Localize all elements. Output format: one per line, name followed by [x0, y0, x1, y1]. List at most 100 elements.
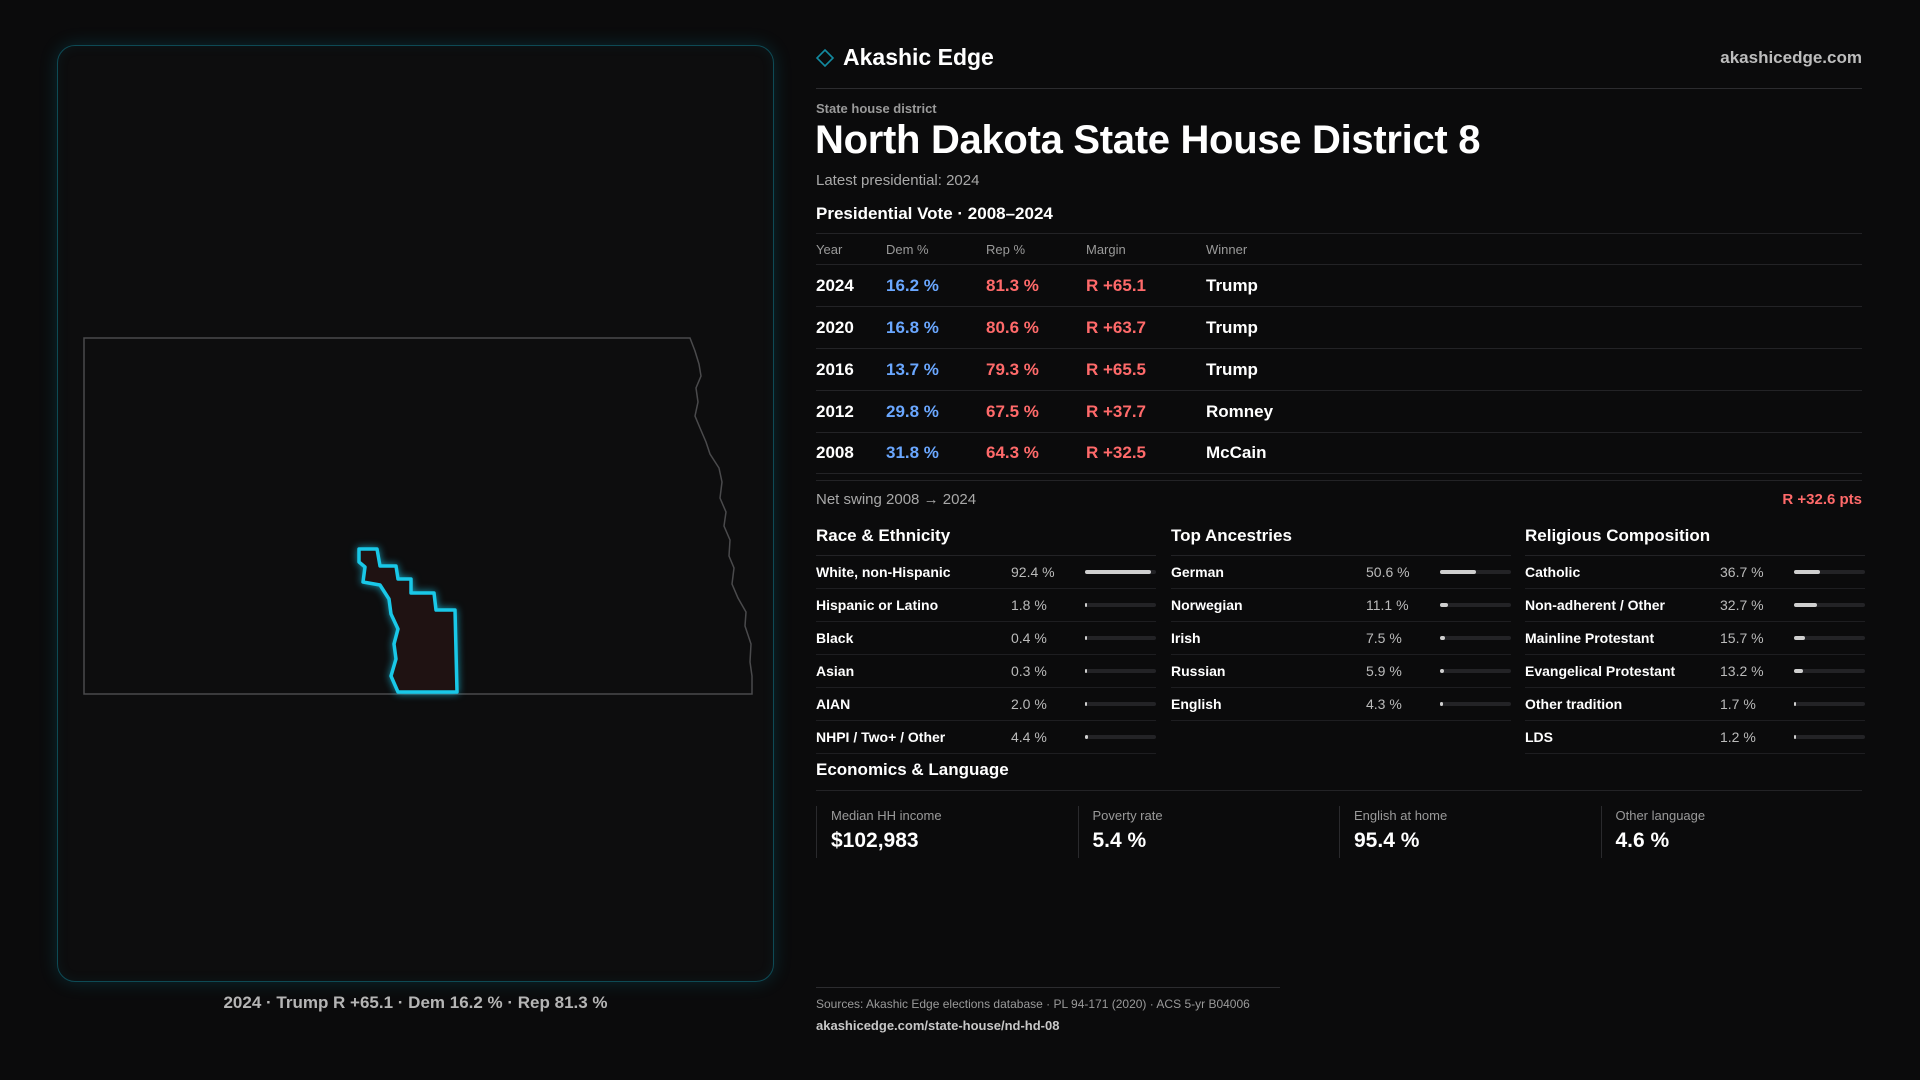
row-year: 2016: [816, 359, 854, 379]
row-dem: 13.7 %: [886, 359, 939, 379]
item-bar-fill: [1085, 636, 1087, 640]
row-year: 2024: [816, 275, 854, 295]
permalink[interactable]: akashicedge.com/state-house/nd-hd-08: [816, 1018, 1060, 1033]
row-year: 2020: [816, 317, 854, 337]
item-bar-fill: [1085, 669, 1087, 673]
item-bar-track: [1794, 735, 1865, 739]
header-winner: Winner: [1206, 241, 1248, 257]
item-bar-track: [1085, 636, 1156, 640]
item-value: 32.7 %: [1720, 597, 1764, 613]
race-section-title: Race & Ethnicity: [816, 526, 951, 545]
economics-section-title: Economics & Language: [816, 760, 1009, 779]
table-row: 2024 16.2 % 81.3 % R +65.1 Trump: [816, 264, 1862, 306]
religion-section: Religious Composition Catholic 36.7 % Non-…: [1525, 521, 1865, 754]
stat-poverty-rate: Poverty rate 5.4 %: [1077, 806, 1340, 858]
list-item: German 50.6 %: [1171, 556, 1511, 589]
item-bar-fill: [1440, 636, 1446, 640]
stat-value: $102,983: [831, 829, 919, 852]
map-caption: 2024 · Trump R +65.1 · Dem 16.2 % · Rep …: [223, 993, 608, 1012]
item-bar-track: [1440, 669, 1511, 673]
list-item: Black 0.4 %: [816, 622, 1156, 655]
item-label: Russian: [1171, 663, 1226, 679]
item-bar-fill: [1440, 669, 1445, 673]
page-title: North Dakota State House District 8: [815, 118, 1481, 162]
item-value: 0.4 %: [1011, 630, 1047, 646]
diamond-icon: [815, 48, 835, 67]
item-bar-track: [1440, 636, 1511, 640]
item-bar-fill: [1794, 570, 1821, 574]
item-label: Other tradition: [1525, 696, 1623, 712]
brand-name: Akashic Edge: [843, 44, 994, 70]
list-item: AIAN 2.0 %: [816, 688, 1156, 721]
net-swing-value: R +32.6 pts: [1782, 490, 1862, 508]
item-value: 50.6 %: [1366, 564, 1410, 580]
row-dem: 16.2 %: [886, 275, 939, 295]
item-bar-track: [1440, 702, 1511, 706]
item-value: 1.8 %: [1011, 597, 1047, 613]
row-rep: 64.3 %: [986, 443, 1039, 462]
item-bar-fill: [1794, 603, 1818, 607]
row-winner: Romney: [1206, 401, 1274, 421]
item-value: 4.3 %: [1366, 696, 1402, 712]
brand-url[interactable]: akashicedge.com: [1720, 48, 1862, 67]
sources-text: Sources: Akashic Edge elections database…: [816, 997, 1250, 1011]
item-label: Hispanic or Latino: [816, 597, 939, 613]
item-bar-track: [1085, 702, 1156, 706]
stat-value: 5.4 %: [1092, 829, 1147, 852]
item-bar-fill: [1794, 636, 1806, 640]
item-value: 11.1 %: [1366, 597, 1409, 613]
table-row: 2012 29.8 % 67.5 % R +37.7 Romney: [816, 390, 1862, 432]
stat-english-at-home: English at home 95.4 %: [1339, 806, 1601, 858]
economics-grid: Median HH income $102,983 Poverty rate 5…: [816, 806, 1862, 858]
item-bar-fill: [1440, 702, 1444, 706]
row-rep: 81.3 %: [986, 275, 1039, 295]
row-winner: Trump: [1206, 275, 1258, 295]
row-dem: 16.8 %: [886, 317, 939, 337]
item-value: 4.4 %: [1011, 729, 1047, 745]
stat-median-income: Median HH income $102,983: [816, 806, 1078, 858]
item-label: NHPI / Two+ / Other: [816, 729, 946, 745]
economics-divider: [816, 790, 1862, 791]
item-bar-fill: [1440, 570, 1476, 574]
brand[interactable]: Akashic Edge: [815, 44, 994, 71]
item-label: Catholic: [1525, 564, 1581, 580]
row-rep: 79.3 %: [986, 359, 1039, 379]
item-bar-track: [1794, 570, 1865, 574]
list-item: Hispanic or Latino 1.8 %: [816, 589, 1156, 622]
row-rep: 80.6 %: [986, 317, 1039, 337]
item-label: Black: [816, 630, 854, 646]
item-bar-track: [1794, 702, 1865, 706]
item-value: 1.2 %: [1720, 729, 1756, 745]
header-margin: Margin: [1086, 241, 1126, 257]
row-year: 2008: [816, 443, 854, 462]
list-item: Mainline Protestant 15.7 %: [1525, 622, 1865, 655]
item-label: Non-adherent / Other: [1525, 597, 1666, 613]
row-year: 2012: [816, 401, 854, 421]
footer-divider: [816, 987, 1280, 988]
religion-list: Catholic 36.7 % Non-adherent / Other 32.7 %…: [1525, 555, 1865, 754]
item-label: Norwegian: [1171, 597, 1243, 613]
item-value: 2.0 %: [1011, 696, 1047, 712]
list-item: Catholic 36.7 %: [1525, 556, 1865, 589]
state-outline: [83, 337, 753, 695]
item-value: 15.7 %: [1720, 630, 1764, 646]
item-value: 5.9 %: [1366, 663, 1402, 679]
table-row: 2020 16.8 % 80.6 % R +63.7 Trump: [816, 306, 1862, 348]
list-item: White, non-Hispanic 92.4 %: [816, 556, 1156, 589]
row-winner: Trump: [1206, 359, 1258, 379]
item-bar-fill: [1794, 702, 1796, 706]
vote-table-header: Year Dem % Rep % Margin Winner: [816, 233, 1862, 264]
list-item: English 4.3 %: [1171, 688, 1511, 721]
row-margin: R +65.5: [1086, 359, 1147, 379]
row-margin: R +32.5: [1086, 443, 1147, 462]
item-bar-track: [1794, 603, 1865, 607]
row-margin: R +63.7: [1086, 317, 1147, 337]
item-bar-fill: [1085, 570, 1151, 574]
row-winner: McCain: [1206, 443, 1267, 462]
item-bar-track: [1794, 669, 1865, 673]
net-swing-row: Net swing 2008 → 2024 R +32.6 pts: [816, 480, 1862, 517]
ancestry-section-title: Top Ancestries: [1171, 526, 1292, 545]
vote-table: Year Dem % Rep % Margin Winner 2024 16.2…: [816, 233, 1862, 474]
row-winner: Trump: [1206, 317, 1258, 337]
item-label: LDS: [1525, 729, 1553, 745]
